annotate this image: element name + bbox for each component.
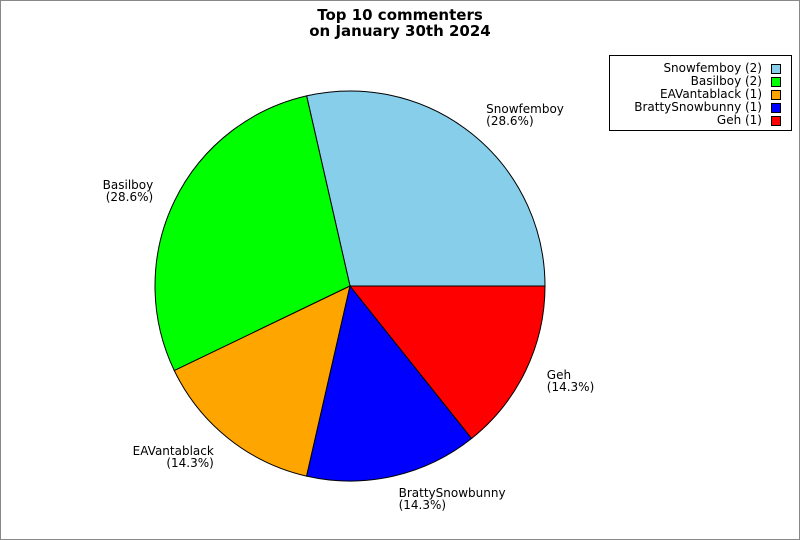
chart-title-line-1: Top 10 commenters xyxy=(317,6,483,24)
slice-label-percent: (14.3%) xyxy=(399,498,446,512)
legend-swatch xyxy=(771,76,781,87)
chart-title: Top 10 commenters on January 30th 2024 xyxy=(1,7,799,39)
slice-label: Snowfemboy(28.6%) xyxy=(486,102,564,128)
pie-slice-snowfemboy xyxy=(306,90,546,287)
slice-label-percent: (28.6%) xyxy=(486,114,533,128)
legend-entry: Geh (1) xyxy=(717,114,791,127)
legend-entry: Basilboy (2) xyxy=(691,75,791,88)
legend-swatch xyxy=(771,63,781,74)
slice-label: Geh(14.3%) xyxy=(547,368,594,394)
slice-label-name: Basilboy xyxy=(103,178,154,192)
chart-title-line-2: on January 30th 2024 xyxy=(309,22,491,40)
legend-swatch xyxy=(771,102,781,113)
slice-label-percent: (28.6%) xyxy=(106,190,153,204)
legend-label: EAVantablack (1) xyxy=(660,87,762,101)
slice-label-name: BrattySnowbunny xyxy=(399,486,506,500)
legend-swatch xyxy=(771,89,781,100)
legend-label: Geh (1) xyxy=(716,113,762,127)
legend-swatch xyxy=(771,115,781,126)
slice-label-name: EAVantablack xyxy=(133,444,214,458)
pie-slice-brattysnowbunny xyxy=(306,284,473,482)
legend-label: Snowfemboy (2) xyxy=(663,61,762,75)
legend-entry: Snowfemboy (2) xyxy=(663,62,791,75)
legend-entry: BrattySnowbunny (1) xyxy=(634,101,791,114)
pie-slice-geh xyxy=(348,285,546,440)
legend-label: Basilboy (2) xyxy=(690,74,762,88)
legend-label: BrattySnowbunny (1) xyxy=(634,100,762,114)
legend: Snowfemboy (2) Basilboy (2) EAVantablack… xyxy=(609,55,792,131)
slice-label: EAVantablack(14.3%) xyxy=(133,444,214,470)
slice-label: Basilboy(28.6%) xyxy=(103,178,154,204)
slice-label-percent: (14.3%) xyxy=(547,380,594,394)
legend-entry: EAVantablack (1) xyxy=(660,88,791,101)
slice-label-percent: (14.3%) xyxy=(166,456,213,470)
slice-label: BrattySnowbunny(14.3%) xyxy=(399,486,506,512)
pie-slice-eavantablack xyxy=(173,285,351,477)
pie-slice-basilboy xyxy=(154,95,351,372)
slice-label-name: Snowfemboy xyxy=(486,102,564,116)
slice-label-name: Geh xyxy=(547,368,571,382)
